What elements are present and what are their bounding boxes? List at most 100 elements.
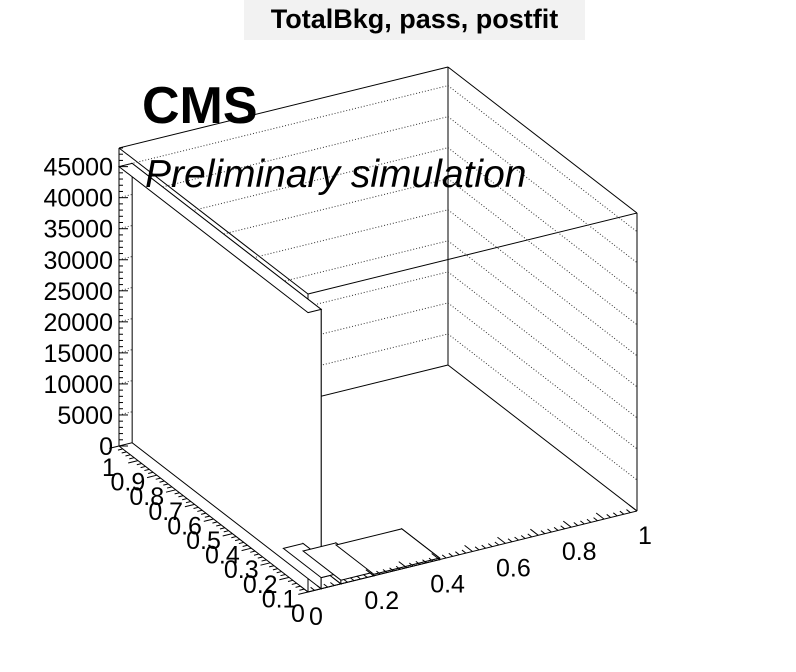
z-tick-label: 30000 <box>43 247 113 275</box>
y-tick <box>291 582 297 585</box>
z-gridline <box>118 116 449 199</box>
preliminary-label: Preliminary simulation <box>145 153 527 196</box>
y-tick <box>212 521 218 524</box>
z-tick-label: 40000 <box>43 185 113 213</box>
z-gridline <box>118 240 449 323</box>
y-tick <box>257 556 263 559</box>
y-tick <box>219 527 225 530</box>
z-tick-label: 15000 <box>43 340 113 368</box>
y-tick <box>223 530 229 533</box>
z-gridline <box>447 333 638 481</box>
title-background <box>244 0 585 40</box>
x-tick <box>540 530 546 535</box>
x-tick <box>365 569 375 577</box>
y-tick <box>182 498 188 501</box>
y-tick <box>197 509 203 512</box>
bin-box-top <box>301 542 375 581</box>
y-tick <box>178 495 184 498</box>
y-tick <box>287 579 293 583</box>
x-tick <box>586 518 592 523</box>
x-tick <box>553 526 559 531</box>
x-tick <box>316 585 322 590</box>
z-gridline <box>447 240 638 388</box>
z-tick-label: 0 <box>99 433 113 461</box>
x-tick <box>332 577 342 585</box>
x-tick <box>330 582 335 586</box>
y-tick <box>260 562 271 566</box>
y-tick <box>166 486 173 489</box>
y-tick <box>136 463 142 466</box>
x-tick <box>514 536 519 541</box>
x-tick <box>619 510 625 515</box>
x-tick-label: 0.8 <box>562 538 597 566</box>
frame-edge <box>447 66 638 214</box>
y-tick <box>279 576 290 581</box>
y-tick <box>241 547 252 552</box>
frame-edge <box>307 212 638 295</box>
x-tick <box>448 552 454 557</box>
y-tick <box>250 550 256 553</box>
y-tick <box>242 544 248 547</box>
y-tick <box>231 536 237 539</box>
y-tick-label: 0.3 <box>224 556 259 584</box>
y-tick-label: 0.8 <box>129 483 164 511</box>
x-tick <box>494 541 500 546</box>
y-tick-label: 0.6 <box>167 512 202 540</box>
x-tick <box>507 538 513 543</box>
x-tick <box>573 522 579 526</box>
x-tick <box>593 517 598 522</box>
y-tick <box>129 457 135 460</box>
y-tick <box>298 591 309 595</box>
y-tick-label: 1 <box>102 454 116 482</box>
x-tick <box>310 586 315 591</box>
y-tick-label: 0.7 <box>148 498 183 526</box>
y-tick <box>146 474 157 479</box>
x-tick <box>431 553 440 560</box>
y-tick <box>184 503 195 508</box>
z-gridline <box>118 271 449 354</box>
x-tick <box>398 561 408 569</box>
z-tick-label: 35000 <box>43 216 113 244</box>
y-tick-label: 0.5 <box>186 527 221 555</box>
x-tick <box>520 535 526 539</box>
x-tick-label: 1 <box>638 522 652 550</box>
frame-edge <box>447 364 638 512</box>
y-tick <box>238 541 244 545</box>
x-tick <box>628 504 638 512</box>
z-gridline <box>447 178 638 326</box>
x-tick <box>349 577 355 582</box>
y-tick <box>222 533 233 537</box>
y-tick <box>200 512 207 515</box>
y-tick <box>144 468 150 472</box>
x-tick <box>606 514 611 518</box>
x-tick <box>356 575 361 580</box>
y-tick <box>121 451 127 454</box>
y-tick-label: 0 <box>291 600 305 628</box>
y-tick <box>253 553 259 556</box>
z-tick-label: 10000 <box>43 371 113 399</box>
z-gridline <box>447 85 638 233</box>
y-tick <box>165 489 176 493</box>
x-tick <box>527 533 533 538</box>
y-tick-label: 0.2 <box>243 571 278 599</box>
x-tick <box>395 565 401 570</box>
y-tick <box>280 573 286 577</box>
x-tick <box>376 570 381 575</box>
y-tick <box>174 492 180 495</box>
cms-label: CMS <box>142 77 258 135</box>
frame-edge <box>118 66 449 149</box>
x-tick <box>562 520 572 528</box>
y-tick-label: 0.4 <box>205 542 240 570</box>
x-tick <box>547 528 552 533</box>
frame-edge <box>118 147 309 295</box>
y-tick <box>163 483 169 486</box>
x-tick <box>428 557 434 562</box>
y-tick <box>295 585 301 588</box>
y-tick <box>216 524 222 527</box>
y-tick <box>159 480 165 483</box>
y-tick-label: 0.9 <box>111 469 146 497</box>
y-tick <box>203 518 214 522</box>
y-tick <box>128 460 139 464</box>
y-tick-label: 0.1 <box>262 585 297 613</box>
